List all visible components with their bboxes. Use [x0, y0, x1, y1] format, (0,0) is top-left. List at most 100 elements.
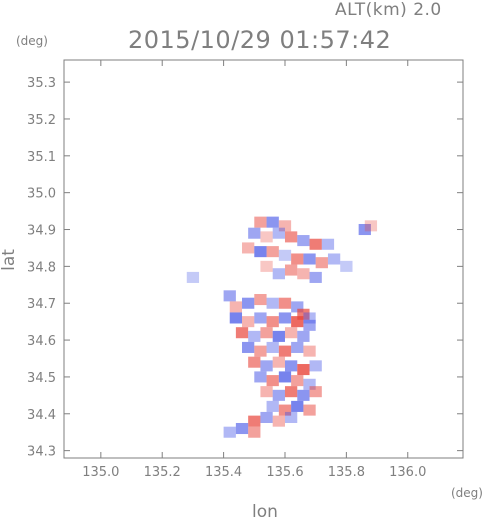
y-tick-label: 35.3 [27, 76, 56, 91]
data-cell [266, 246, 279, 258]
x-axis-ticks: 135.0 135.2 135.4 135.6 135.8 136.0 [82, 60, 426, 480]
data-cell [248, 356, 261, 368]
x-tick-label: 135.4 [205, 465, 242, 480]
data-cell [272, 227, 285, 239]
data-cell [266, 297, 279, 309]
y-tick-label: 34.9 [27, 224, 56, 239]
data-cell [248, 227, 261, 239]
data-cell [364, 220, 378, 232]
data-cell [284, 360, 298, 372]
data-cell [303, 404, 316, 416]
data-cell [303, 378, 316, 390]
data-cell [284, 386, 298, 398]
data-cell [303, 253, 316, 265]
data-cell [272, 415, 285, 427]
data-cell [254, 371, 267, 383]
y-tick-label: 34.8 [27, 260, 56, 275]
data-cell [303, 319, 316, 331]
data-cell [278, 345, 292, 357]
data-cell [278, 312, 292, 324]
data-cell [266, 316, 279, 328]
data-cell [242, 297, 255, 309]
data-cell [309, 238, 322, 250]
data-cell [254, 216, 267, 228]
data-cell [266, 375, 279, 387]
data-cell [303, 345, 316, 357]
data-cell [327, 253, 341, 265]
data-cell [284, 327, 298, 339]
data-cell [291, 253, 304, 265]
data-cell [297, 268, 310, 280]
y-tick-label: 35.1 [27, 150, 56, 165]
data-cell [229, 312, 243, 324]
data-cell [291, 341, 304, 353]
data-cells [186, 216, 378, 438]
data-cell [223, 290, 236, 302]
data-cell [278, 249, 292, 261]
data-cell [297, 364, 310, 376]
data-cell [278, 371, 292, 383]
y-tick-label: 34.3 [27, 445, 56, 460]
data-cell [321, 238, 335, 250]
data-cell [254, 246, 267, 258]
data-cell [254, 294, 267, 306]
y-unit-label: (deg) [16, 34, 48, 48]
data-cell [278, 297, 292, 309]
data-cell [260, 260, 273, 272]
data-cell [272, 389, 285, 401]
data-cell [266, 400, 279, 412]
data-cell [315, 257, 328, 269]
data-cell [223, 426, 236, 438]
data-cell [260, 327, 273, 339]
data-cell [248, 426, 261, 438]
data-cell [291, 400, 304, 412]
x-axis-title: lon [252, 502, 278, 522]
data-cell [278, 404, 292, 416]
data-cell [260, 386, 273, 398]
data-cell [266, 341, 279, 353]
data-cell [284, 264, 298, 276]
data-cell [297, 389, 310, 401]
data-cell [297, 308, 310, 320]
data-cell [309, 360, 322, 372]
data-cell [309, 386, 322, 398]
data-cell [260, 231, 273, 243]
data-cell [340, 260, 353, 272]
data-cell [291, 375, 304, 387]
data-cell [284, 411, 298, 423]
x-tick-label: 136.0 [389, 465, 426, 480]
x-tick-label: 135.2 [144, 465, 181, 480]
data-cell [291, 301, 304, 313]
data-cell [242, 316, 255, 328]
data-cell [260, 360, 273, 372]
data-cell [291, 316, 304, 328]
data-cell [229, 301, 243, 313]
data-cell [309, 271, 322, 283]
data-cell [260, 411, 273, 423]
data-cell [242, 341, 255, 353]
data-cell [235, 327, 249, 339]
x-tick-label: 135.8 [328, 465, 365, 480]
data-cell [297, 235, 310, 247]
y-tick-label: 34.7 [27, 297, 56, 312]
chart-title-timestamp: 2015/10/29 01:57:42 [128, 26, 392, 54]
data-cell [254, 312, 267, 324]
data-cell [297, 330, 310, 342]
data-cell [358, 223, 371, 236]
data-cell [272, 268, 285, 280]
y-tick-label: 35.0 [27, 187, 56, 202]
plot-frame [63, 59, 464, 459]
y-tick-label: 34.6 [27, 334, 56, 349]
data-cell [242, 242, 255, 254]
x-unit-label: (deg) [451, 486, 483, 500]
data-cell [248, 415, 261, 427]
data-cell [303, 312, 316, 324]
data-cell [266, 216, 279, 228]
y-tick-label: 35.2 [27, 113, 56, 128]
data-cell [278, 220, 292, 232]
altitude-label: ALT(km) 2.0 [335, 0, 442, 20]
x-tick-label: 135.0 [82, 465, 119, 480]
y-tick-label: 34.5 [27, 371, 56, 386]
x-tick-label: 135.6 [266, 465, 303, 480]
data-cell [284, 231, 298, 243]
